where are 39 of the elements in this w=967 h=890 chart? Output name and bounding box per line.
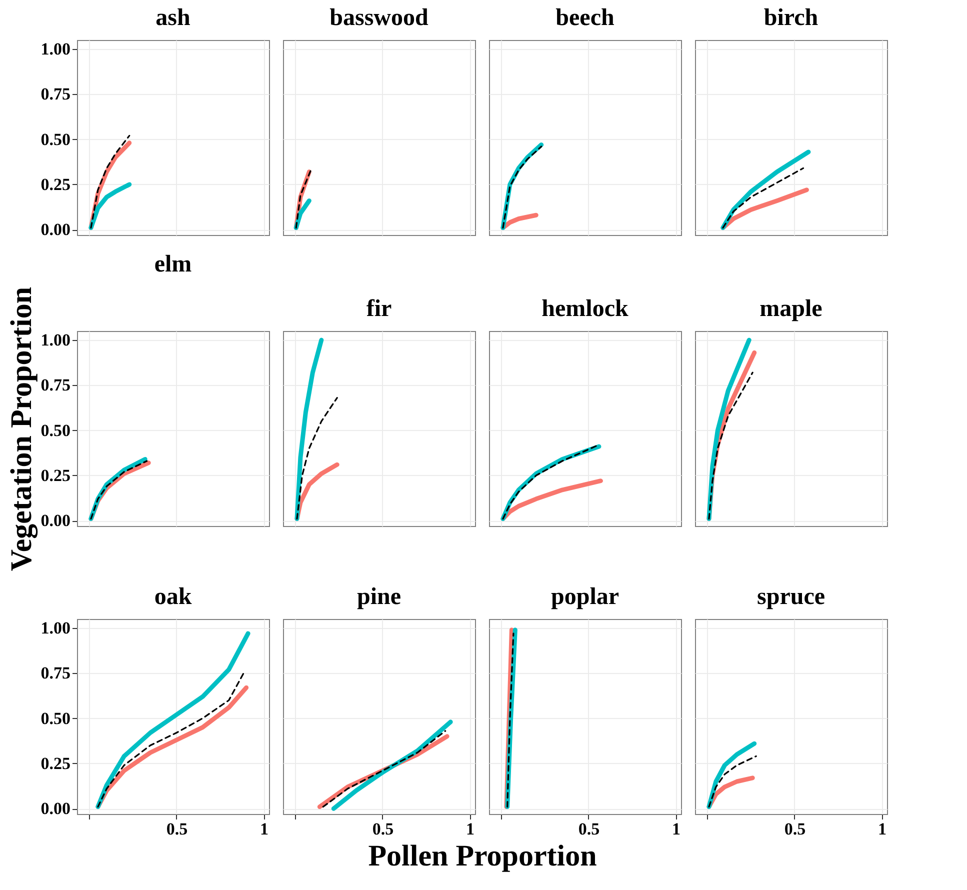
- x-tick-label: 1: [672, 820, 681, 838]
- chart-title: poplar: [550, 584, 620, 610]
- x-tick-label: 1: [466, 820, 475, 838]
- y-tick-label: 1.00: [40, 618, 70, 638]
- x-tick-label: 1: [878, 820, 887, 838]
- y-tick-label: 0.00: [40, 511, 70, 530]
- chart-title: basswood: [330, 5, 429, 31]
- chart-title: beech: [556, 5, 614, 31]
- chart-title: spruce: [757, 584, 826, 610]
- x-tick-label: 1: [260, 820, 269, 838]
- x-tick-label: 0.5: [578, 820, 600, 838]
- y-tick-label: 0.25: [40, 466, 70, 485]
- x-tick-label: 0.5: [784, 820, 806, 838]
- y-tick-label: 1.00: [40, 40, 70, 59]
- y-tick-label: 0.75: [40, 664, 70, 683]
- y-tick-label: 0.50: [40, 708, 70, 728]
- chart-title: birch: [764, 5, 818, 31]
- y-tick-label: 0.25: [40, 754, 70, 773]
- x-tick-label: 0.5: [372, 820, 394, 838]
- chart-title: maple: [760, 296, 823, 322]
- chart-title: elm: [154, 251, 192, 278]
- chart-title: pine: [356, 584, 402, 610]
- chart-title: ash: [156, 5, 190, 31]
- x-axis-title: Pollen Proportion: [368, 840, 598, 872]
- y-tick-label: 1.00: [40, 330, 70, 350]
- chart-title: oak: [154, 584, 192, 610]
- chart-title: fir: [366, 296, 392, 322]
- y-axis-title: Vegetation Proportion: [4, 286, 38, 572]
- x-tick-label: 0.5: [166, 820, 188, 838]
- y-tick-label: 0.50: [40, 130, 70, 149]
- line-series: [96, 631, 250, 810]
- y-tick-label: 0.00: [40, 799, 70, 818]
- y-tick-label: 0.75: [40, 84, 70, 104]
- y-tick-label: 0.00: [40, 220, 70, 240]
- y-tick-label: 0.75: [40, 376, 70, 395]
- y-tick-label: 0.25: [40, 174, 70, 194]
- chart-title: hemlock: [542, 296, 629, 322]
- y-tick-label: 0.50: [40, 420, 70, 440]
- line-series: [88, 182, 132, 230]
